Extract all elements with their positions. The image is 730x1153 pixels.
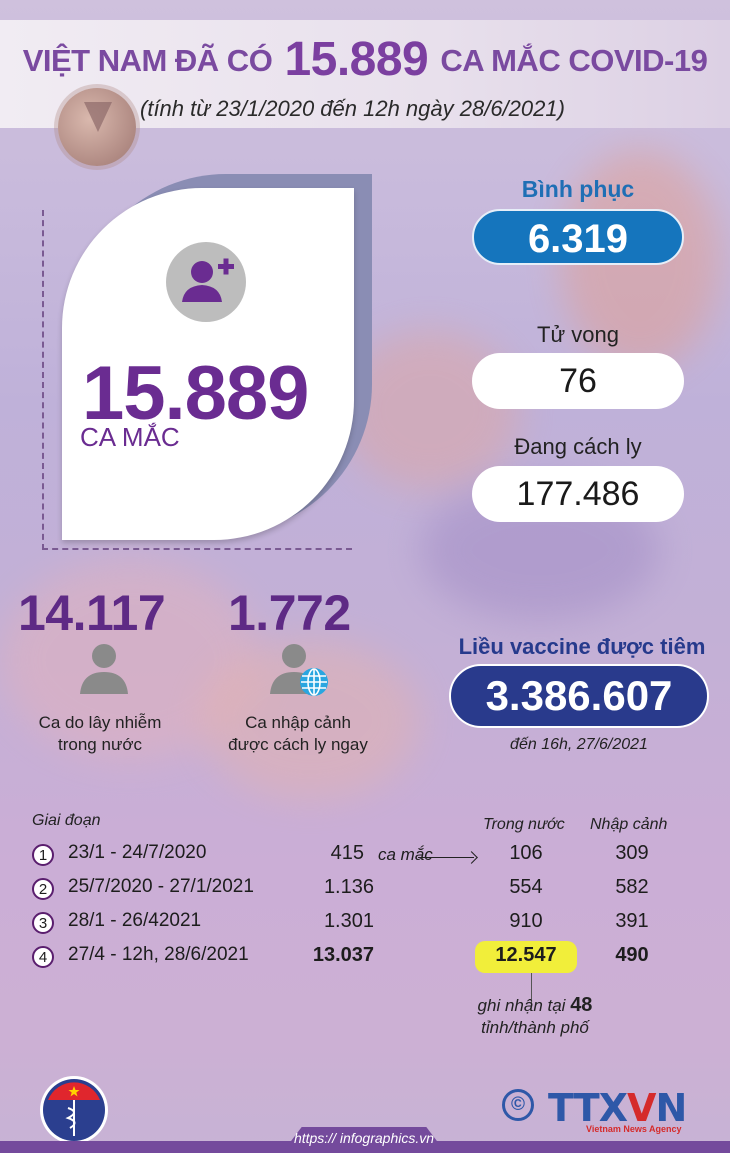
period-dates: 25/7/2020 - 27/1/2021	[68, 876, 254, 897]
ttxvn-subtitle: Vietnam News Agency	[586, 1124, 682, 1134]
recovered-label: Bình phục	[521, 176, 635, 202]
deaths-label: Tử vong	[537, 322, 619, 347]
domestic-label-line2: trong nước	[58, 735, 142, 754]
quarantine-label: Đang cách ly	[514, 434, 642, 459]
highlight-badge	[475, 941, 577, 973]
note-prefix: ghi nhận tại	[477, 996, 566, 1015]
imported-cases-label: Ca nhập cảnh được cách ly ngay	[208, 712, 388, 756]
card-dashed-border	[42, 210, 352, 550]
table-row: 1 23/1 - 24/7/2020 415 106 309	[30, 842, 700, 872]
footer-tab	[282, 1127, 446, 1153]
quarantine-value: 177.486	[472, 466, 684, 522]
period-dates: 28/1 - 26/42021	[68, 910, 202, 931]
ttxvn-logo: TTXVN	[548, 1086, 687, 1130]
period-imported: 582	[615, 876, 649, 898]
period-total: 1.136	[323, 876, 374, 898]
period-dates: 27/4 - 12h, 28/6/2021	[68, 944, 249, 965]
period-domestic: 12.547	[495, 944, 557, 966]
imported-label-line2: được cách ly ngay	[228, 735, 368, 754]
page-title: VIỆT NAM ĐÃ CÓ 15.889 CA MẮC COVID-19	[0, 32, 730, 87]
imported-label-line1: Ca nhập cảnh	[245, 713, 351, 732]
vaccine-label: Liều vaccine được tiêm	[458, 634, 706, 659]
note-connector	[531, 973, 532, 1003]
period-number-badge: 2	[32, 878, 54, 900]
imported-cases-number: 1.772	[228, 585, 351, 641]
domestic-cases-label: Ca do lây nhiễm trong nước	[10, 712, 190, 756]
period-number-badge: 3	[32, 912, 54, 934]
vaccine-date: đến 16h, 27/6/2021	[510, 736, 648, 753]
recovered-value: 6.319	[472, 209, 684, 265]
period-number-badge: 4	[32, 946, 54, 968]
table-row: 3 28/1 - 26/42021 1.301 910 391	[30, 910, 700, 940]
period-dates: 23/1 - 24/7/2020	[68, 842, 207, 863]
subtitle: (tính từ 23/1/2020 đến 12h ngày 28/6/202…	[140, 96, 565, 121]
title-prefix: VIỆT NAM ĐÃ CÓ	[22, 43, 273, 78]
period-total: 1.301	[323, 910, 374, 932]
period-total: 13.037	[312, 944, 374, 966]
deaths-value: 76	[472, 353, 684, 409]
period-number-badge: 1	[32, 844, 54, 866]
vaccine-value: 3.386.607	[449, 664, 709, 728]
imported-header: Nhập cảnh	[590, 816, 668, 833]
total-cases-label: CA MẮC	[80, 422, 180, 452]
period-domestic: 106	[509, 842, 543, 864]
period-domestic: 554	[509, 876, 543, 898]
period-domestic: 910	[509, 910, 543, 932]
unit-label: ca mắc	[378, 845, 433, 864]
title-suffix: CA MẮC COVID-19	[440, 43, 708, 78]
copyright-icon: ©	[502, 1089, 534, 1121]
domestic-cases-number: 14.117	[18, 585, 166, 641]
domestic-header: Trong nước	[483, 816, 565, 833]
period-imported: 309	[615, 842, 649, 864]
background-decoration	[0, 560, 260, 760]
period-total: 415	[330, 842, 364, 864]
title-number: 15.889	[284, 33, 429, 86]
domestic-label-line1: Ca do lây nhiễm	[38, 713, 162, 732]
person-icon	[76, 640, 132, 696]
provinces-note: ghi nhận tại 48 tỉnh/thành phố	[460, 994, 610, 1039]
ministry-of-health-logo	[38, 1070, 110, 1146]
total-cases-number: 15.889	[82, 351, 309, 436]
table-row: 4 27/4 - 12h, 28/6/2021 13.037 12.547 49…	[30, 944, 700, 974]
period-header: Giai đoạn	[32, 812, 101, 829]
note-suffix: tỉnh/thành phố	[481, 1018, 589, 1037]
background-decoration	[200, 640, 420, 800]
person-globe-icon	[268, 640, 328, 696]
virus-icon	[58, 88, 136, 166]
period-imported: 391	[615, 910, 649, 932]
footer-url-link[interactable]: https:// infographics.vn	[293, 1130, 435, 1146]
note-number: 48	[570, 994, 593, 1016]
person-add-icon	[166, 242, 246, 322]
period-imported: 490	[615, 944, 649, 966]
arrow-right-icon	[418, 857, 474, 858]
table-row: 2 25/7/2020 - 27/1/2021 1.136 554 582	[30, 876, 700, 906]
